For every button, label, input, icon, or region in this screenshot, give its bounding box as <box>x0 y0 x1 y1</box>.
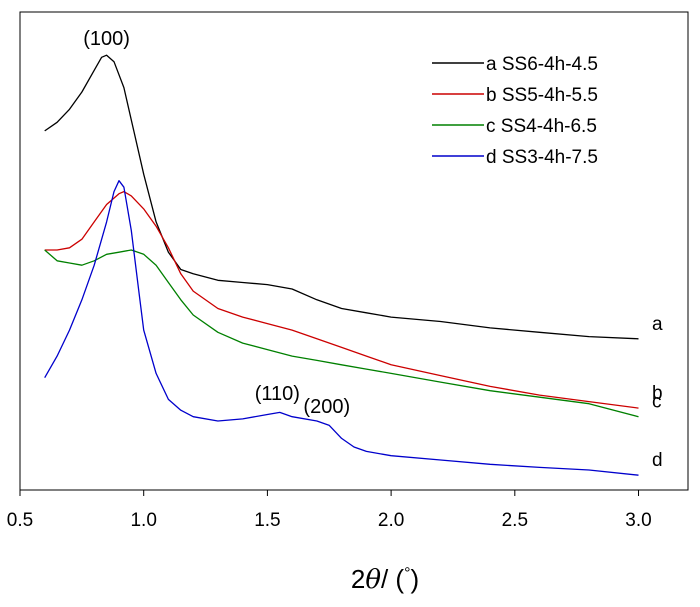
x-tick-label: 3.0 <box>625 510 651 531</box>
peak-annotation: (200) <box>303 396 350 418</box>
series-end-label-c: c <box>652 392 662 413</box>
series-line-a <box>44 54 639 340</box>
series-line-b <box>44 190 639 409</box>
x-tick-label: 0.5 <box>7 510 33 531</box>
plot-frame <box>19 11 689 491</box>
x-tick-label: 1.5 <box>254 510 280 531</box>
series-end-label-a: a <box>652 314 663 335</box>
series-end-label-b: b <box>652 383 663 404</box>
series-end-label-d: d <box>652 450 663 471</box>
x-axis: 0.5 1.0 1.5 2.0 2.5 3.0 <box>7 490 652 531</box>
x-tick-label: 2.0 <box>378 510 404 531</box>
legend-label-b: b SS5-4h-5.5 <box>486 85 598 106</box>
series-line-d <box>44 180 639 476</box>
annotations: (100) (110)(200) <box>83 28 350 418</box>
legend: a SS6-4h-4.5 b SS5-4h-5.5 c SS4-4h-6.5 d SS… <box>432 54 598 168</box>
x-axis-label: 2θ/ (°) <box>351 564 419 595</box>
legend-label-c: c SS4-4h-6.5 <box>486 116 597 137</box>
x-tick-label: 1.0 <box>130 510 156 531</box>
peak-annotation: (110) <box>255 383 300 405</box>
plot-area: a bc d <box>19 11 689 491</box>
x-tick-label: 2.5 <box>502 510 528 531</box>
legend-label-a: a SS6-4h-4.5 <box>486 54 598 75</box>
peak-annotation: (100) <box>83 28 130 50</box>
legend-label-d: d SS3-4h-7.5 <box>486 147 598 168</box>
